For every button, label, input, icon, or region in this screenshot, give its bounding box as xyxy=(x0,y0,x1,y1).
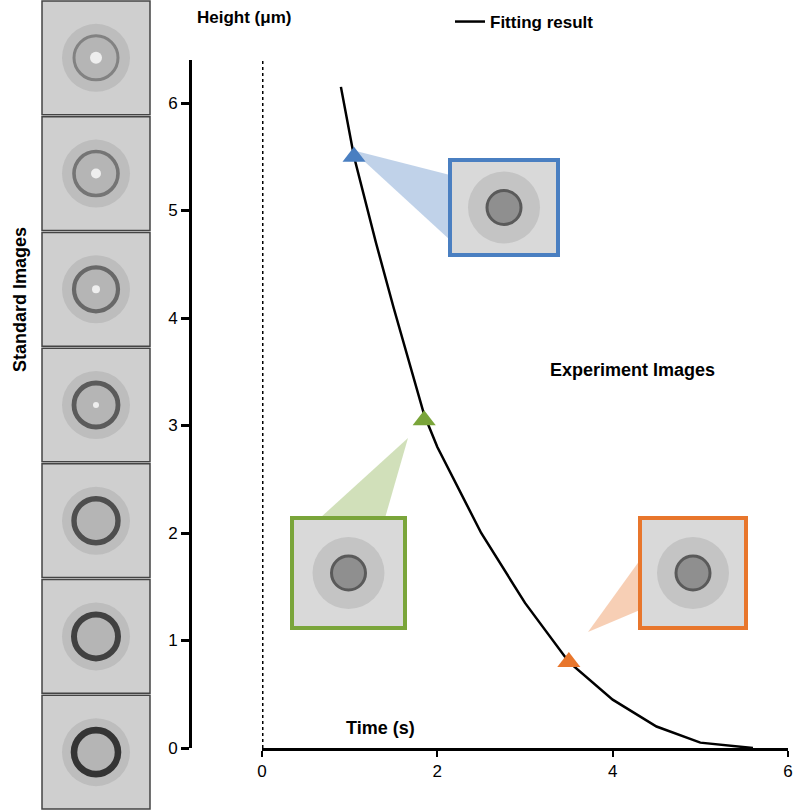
svg-text:0: 0 xyxy=(257,762,266,781)
svg-text:Fitting result: Fitting result xyxy=(490,13,593,32)
svg-text:4: 4 xyxy=(168,309,177,328)
svg-text:1: 1 xyxy=(168,631,177,650)
svg-text:0: 0 xyxy=(168,739,177,758)
svg-text:Time (s): Time (s) xyxy=(346,718,415,738)
svg-text:6: 6 xyxy=(783,762,792,781)
svg-text:2: 2 xyxy=(433,762,442,781)
svg-text:5: 5 xyxy=(168,201,177,220)
svg-text:3: 3 xyxy=(168,416,177,435)
svg-text:4: 4 xyxy=(608,762,617,781)
svg-text:6: 6 xyxy=(168,94,177,113)
svg-text:Height (μm): Height (μm) xyxy=(197,8,291,27)
svg-text:2: 2 xyxy=(168,524,177,543)
svg-text:Experiment Images: Experiment Images xyxy=(550,360,715,380)
svg-text:Standard Images: Standard Images xyxy=(10,227,30,372)
